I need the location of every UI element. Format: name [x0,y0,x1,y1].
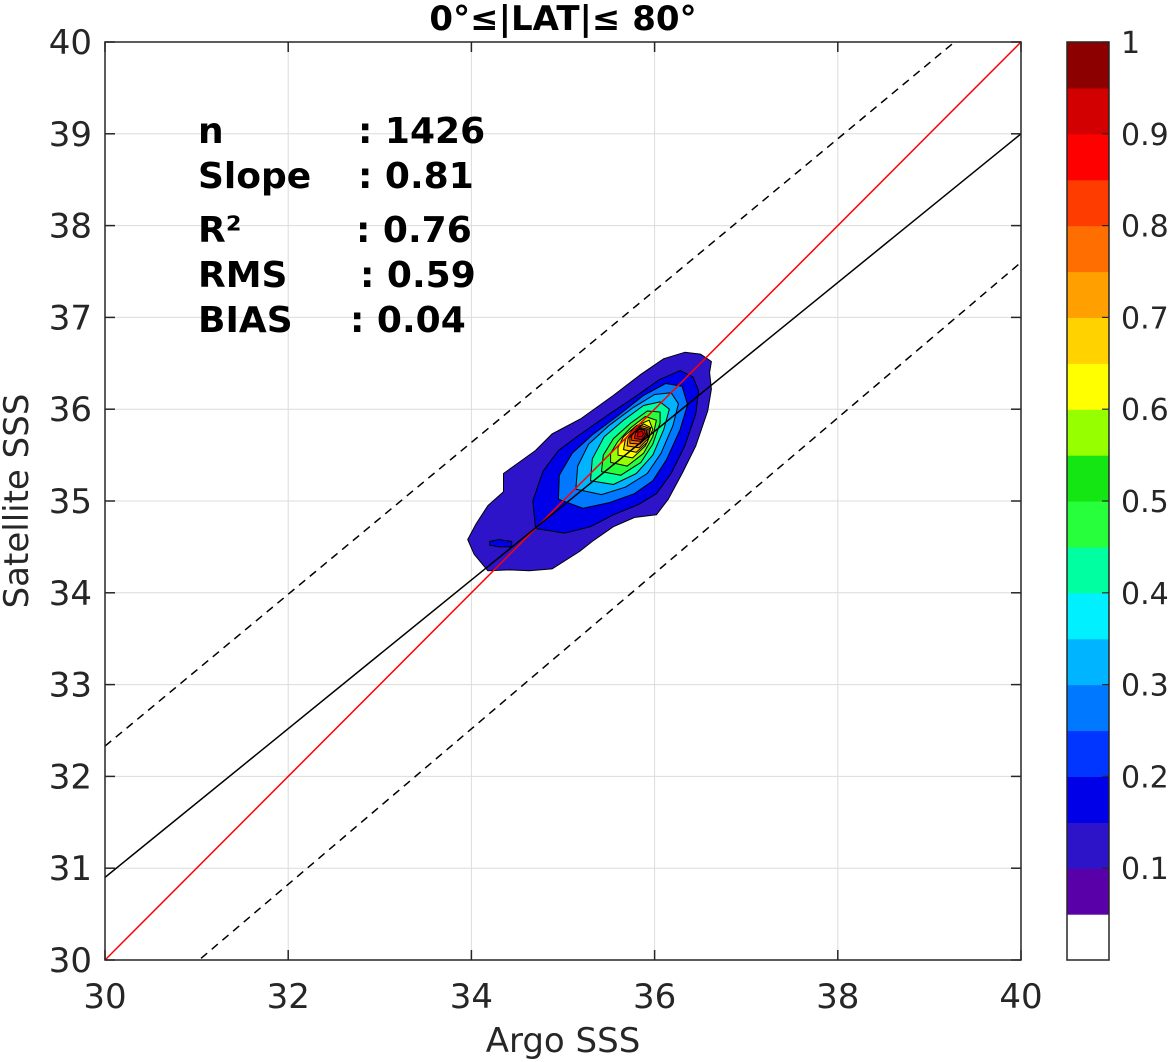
colorbar-segment [1067,638,1109,686]
stat-value-bias: : 0.04 [350,300,466,341]
colorbar-segment [1067,133,1109,181]
colorbar-tick-label: 0.9 [1121,118,1169,153]
x-tick-label: 40 [999,977,1042,1017]
chart-title: 0°≤|LAT|≤ 80° [429,0,696,39]
x-tick-label: 38 [816,977,859,1017]
grid-lines [104,41,1022,961]
colorbar-tick-label: 1 [1121,26,1140,61]
y-tick-label: 39 [49,115,92,155]
reference-lines [105,42,1021,960]
axis-ticks: 30 32 34 36 38 40 30 31 32 33 34 35 36 37 38 39 40 [49,23,1043,1017]
stat-label-rms: RMS [198,255,287,296]
y-tick-label: 30 [49,941,92,981]
x-tick-label: 34 [450,977,493,1017]
colorbar-segment [1067,225,1109,273]
x-tick-label: 32 [267,977,310,1017]
statistics-box: n : 1426 Slope : 0.81 R² : 0.76 RMS : 0.… [198,111,485,341]
stat-value-r2: : 0.76 [356,210,472,251]
stat-label-bias: BIAS [198,300,293,341]
lower-bound-line [197,261,1021,960]
stat-label-n: n [198,111,224,152]
one-to-one-line [105,42,1021,960]
stat-value-n: : 1426 [358,111,485,152]
y-tick-label: 33 [49,666,92,706]
colorbar-segment [1067,592,1109,640]
colorbar-tick-label: 0.2 [1121,760,1169,795]
colorbar-segment [1067,822,1109,869]
colorbar-segment [1067,546,1109,594]
y-tick-label: 31 [49,849,92,889]
x-tick-label: 30 [83,977,126,1017]
colorbar-segment [1067,684,1109,732]
y-tick-label: 37 [49,298,92,338]
colorbar-tick-label: 0.4 [1121,577,1169,612]
x-tick-label: 36 [633,977,676,1017]
y-tick-label: 38 [49,207,92,247]
colorbar-tick-label: 0.5 [1121,485,1169,520]
x-axis-label: Argo SSS [486,1021,641,1061]
colorbar-segment [1067,317,1109,364]
stat-label-slope: Slope [198,156,311,197]
colorbar-tick-label: 0.8 [1121,210,1169,245]
colorbar-segment [1067,42,1109,89]
y-tick-label: 35 [49,482,92,522]
y-axis-label: Satellite SSS [0,394,37,609]
contour-level-0.95 [636,430,645,438]
colorbar-segment [1067,776,1109,823]
contour-island [489,539,513,548]
stat-value-rms: : 0.59 [360,255,476,296]
colorbar-tick-label: 0.3 [1121,669,1169,704]
colorbar-segment [1067,501,1109,548]
colorbar-segment [1067,409,1109,456]
colorbar-segment [1067,271,1109,318]
stat-value-slope: : 0.81 [358,156,474,197]
y-tick-label: 34 [49,574,92,614]
colorbar-segment [1067,455,1109,502]
y-tick-label: 40 [49,23,92,63]
colorbar-segment [1067,868,1109,915]
colorbar-tick-label: 0.7 [1121,301,1169,336]
stat-label-r2: R² [198,210,242,251]
upper-bound-line [105,42,956,747]
colorbar-segment [1067,87,1109,135]
colorbar-segment [1067,730,1109,777]
colorbar-tick-label: 0.1 [1121,852,1169,887]
colorbar-segment [1067,179,1109,227]
colorbar-segment [1067,914,1109,961]
colorbar-tick-label: 0.6 [1121,393,1169,428]
regression-line [105,133,1021,878]
colorbar-segment [1067,363,1109,410]
y-tick-label: 36 [49,390,92,430]
y-tick-label: 32 [49,757,92,797]
colorbar: 0.1 0.2 0.3 0.4 0.5 0.6 0.7 0.8 0.9 1 [1066,26,1169,961]
